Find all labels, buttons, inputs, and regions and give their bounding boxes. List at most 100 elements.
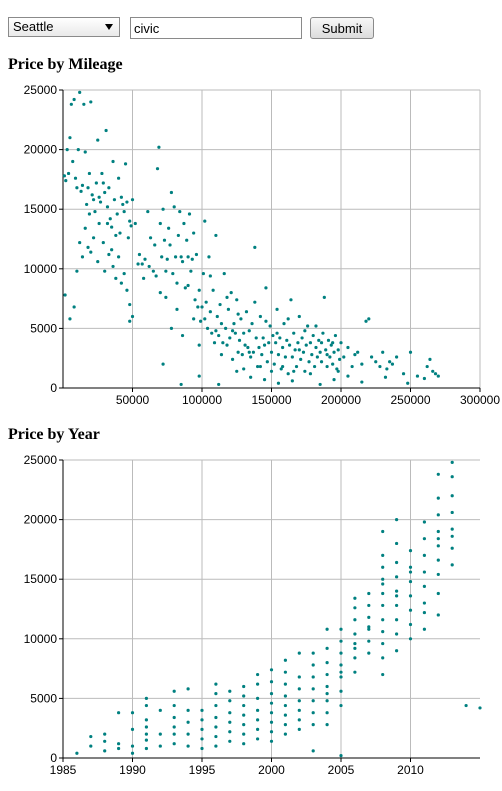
data-point bbox=[125, 200, 129, 204]
data-point bbox=[314, 345, 318, 350]
data-point bbox=[242, 713, 246, 717]
city-select-value: Seattle bbox=[13, 19, 54, 34]
data-point bbox=[332, 350, 336, 354]
data-point bbox=[415, 374, 420, 378]
data-point bbox=[133, 221, 137, 226]
data-point bbox=[128, 319, 132, 323]
data-point bbox=[450, 475, 454, 479]
data-point bbox=[303, 329, 307, 333]
data-point bbox=[326, 338, 331, 342]
data-point bbox=[75, 269, 79, 273]
data-point bbox=[339, 663, 343, 667]
data-point bbox=[283, 713, 287, 717]
data-point bbox=[183, 286, 187, 290]
data-point bbox=[200, 708, 204, 712]
data-point bbox=[325, 692, 329, 696]
data-point bbox=[367, 625, 371, 629]
data-point bbox=[369, 355, 374, 359]
city-select[interactable]: Seattle bbox=[8, 17, 120, 37]
data-point bbox=[221, 341, 225, 345]
x-tick-label: 300000 bbox=[460, 393, 500, 407]
data-point bbox=[93, 209, 97, 214]
data-point bbox=[225, 343, 229, 347]
data-point bbox=[408, 637, 413, 641]
data-point bbox=[130, 727, 135, 731]
data-point bbox=[98, 200, 103, 204]
data-point bbox=[200, 737, 204, 741]
data-point bbox=[311, 333, 315, 338]
data-point bbox=[235, 369, 239, 373]
data-point bbox=[318, 350, 322, 354]
data-point bbox=[353, 618, 357, 622]
data-point bbox=[247, 350, 251, 354]
data-point bbox=[395, 560, 399, 565]
data-point bbox=[425, 364, 429, 369]
data-point bbox=[119, 195, 123, 199]
y-tick-label: 25000 bbox=[24, 83, 58, 97]
data-point bbox=[436, 537, 440, 541]
data-point bbox=[381, 672, 385, 677]
data-point bbox=[242, 732, 246, 736]
data-point bbox=[244, 310, 249, 314]
data-point bbox=[311, 749, 315, 753]
data-point bbox=[197, 288, 201, 292]
data-point bbox=[228, 720, 232, 724]
data-point bbox=[230, 329, 235, 333]
x-tick-label: 100000 bbox=[182, 393, 222, 407]
data-point bbox=[294, 364, 299, 369]
x-tick-label: 50000 bbox=[116, 393, 150, 407]
data-point bbox=[214, 703, 218, 708]
data-point bbox=[89, 100, 93, 104]
data-point bbox=[339, 703, 343, 708]
data-point bbox=[142, 276, 146, 280]
data-point bbox=[172, 715, 176, 720]
data-point bbox=[333, 333, 338, 338]
data-point bbox=[436, 374, 440, 378]
data-point bbox=[311, 723, 315, 727]
data-point bbox=[297, 708, 301, 712]
data-point bbox=[123, 162, 128, 166]
data-point bbox=[395, 589, 399, 593]
y-tick-label: 10000 bbox=[24, 262, 58, 276]
data-point bbox=[214, 715, 218, 720]
data-point bbox=[180, 333, 185, 338]
data-point bbox=[214, 233, 218, 238]
data-point bbox=[269, 680, 274, 684]
data-point bbox=[315, 355, 319, 359]
data-point bbox=[111, 159, 115, 164]
data-point bbox=[230, 357, 235, 361]
data-point bbox=[186, 687, 190, 691]
data-point bbox=[367, 317, 371, 321]
data-point bbox=[185, 238, 189, 242]
data-point bbox=[214, 682, 218, 686]
data-point bbox=[186, 744, 190, 748]
x-tick-label: 1995 bbox=[189, 763, 216, 777]
data-point bbox=[180, 260, 185, 264]
data-point bbox=[297, 699, 301, 703]
data-point bbox=[319, 360, 324, 364]
data-point bbox=[450, 563, 454, 567]
data-point bbox=[242, 723, 246, 727]
data-point bbox=[408, 350, 413, 354]
data-point bbox=[117, 746, 121, 751]
data-point bbox=[276, 353, 281, 357]
data-point bbox=[395, 518, 399, 522]
data-point bbox=[265, 360, 269, 364]
data-point bbox=[242, 367, 246, 371]
x-tick-label: 1990 bbox=[119, 763, 146, 777]
y-tick-label: 5000 bbox=[30, 321, 57, 335]
data-point bbox=[353, 353, 357, 357]
submit-button[interactable]: Submit bbox=[310, 17, 374, 39]
data-point bbox=[318, 382, 322, 387]
data-point bbox=[146, 209, 150, 214]
data-point bbox=[208, 310, 212, 314]
data-point bbox=[325, 364, 329, 369]
data-point bbox=[144, 718, 148, 722]
data-point bbox=[90, 193, 94, 197]
data-point bbox=[121, 202, 125, 207]
data-point bbox=[65, 148, 69, 152]
x-tick-label: 2010 bbox=[397, 763, 424, 777]
data-point bbox=[235, 298, 239, 302]
search-input[interactable] bbox=[130, 17, 302, 39]
x-tick-label: 150000 bbox=[251, 393, 291, 407]
